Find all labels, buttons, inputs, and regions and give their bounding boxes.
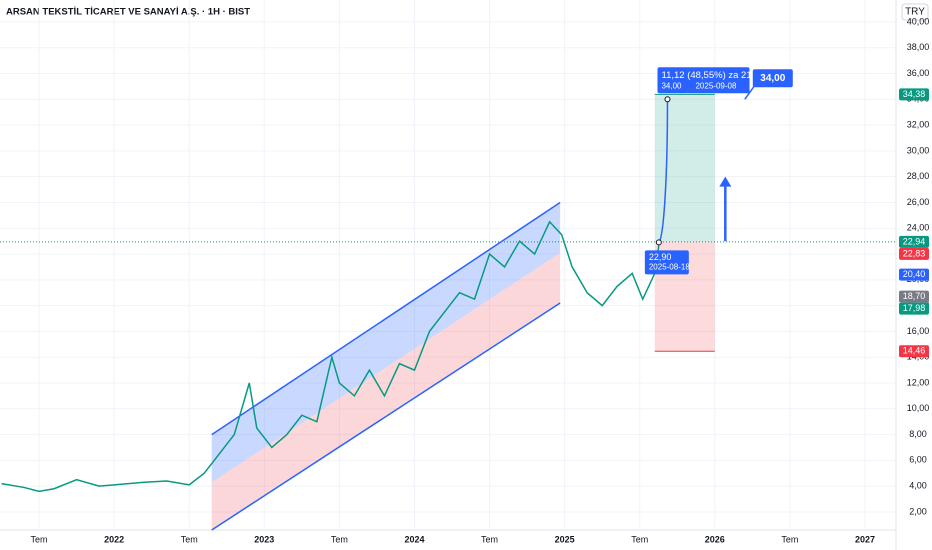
y-tick-label: 2,00 <box>909 506 927 516</box>
x-tick-label: 2023 <box>254 534 274 544</box>
y-tick-label: 30,00 <box>907 145 930 155</box>
currency-box[interactable] <box>901 3 929 21</box>
y-tick-label: 32,00 <box>907 119 930 129</box>
y-tick-label: 26,00 <box>907 197 930 207</box>
price-line-series <box>1 220 660 493</box>
y-tick-label: 24,00 <box>907 223 930 233</box>
projection-curve <box>658 99 669 243</box>
x-tick-label: Tem <box>631 534 648 544</box>
y-tick-label: 12,00 <box>907 377 930 387</box>
price-label-box <box>899 290 929 303</box>
y-tick-label: 40,00 <box>907 16 930 26</box>
projection-to-box <box>657 67 750 94</box>
target-zone <box>654 94 715 242</box>
arrow-head <box>719 176 732 187</box>
x-tick-label: Tem <box>181 534 198 544</box>
price-label: 22,94 <box>903 236 926 246</box>
y-tick-label: 10,00 <box>907 403 930 413</box>
callout-label: 34,00 <box>760 73 785 84</box>
x-tick-label: 2027 <box>855 534 875 544</box>
y-tick-label: 38,00 <box>907 42 930 52</box>
x-tick-label: 2022 <box>104 534 124 544</box>
y-tick-label: 36,00 <box>907 68 930 78</box>
price-label-box <box>899 302 929 315</box>
y-tick-label: 28,00 <box>907 171 930 181</box>
callout-box <box>752 69 793 88</box>
x-tick-label: 2024 <box>404 534 424 544</box>
x-tick-label: Tem <box>781 534 798 544</box>
price-label-box <box>899 235 929 248</box>
price-label: 18,70 <box>903 291 926 301</box>
channel-upper <box>211 201 561 436</box>
currency[interactable]: TRY <box>905 7 925 18</box>
projection-point <box>664 96 671 103</box>
y-tick-label: 6,00 <box>909 455 927 465</box>
price-label: 14,46 <box>903 346 926 356</box>
y-tick-label: 4,00 <box>909 481 927 491</box>
projection-change: 11,12 (48,55%) za 21g <box>661 70 756 81</box>
channel-upper-half <box>211 202 561 483</box>
price-label-box <box>899 247 929 260</box>
projection-from-date: 2025-08-18 <box>649 263 690 272</box>
projection-to-value: 34,00 <box>661 81 682 90</box>
x-tick-label: Tem <box>31 534 48 544</box>
price-label-box <box>899 345 929 358</box>
price-label: 22,83 <box>903 248 926 258</box>
price-label-box <box>899 268 929 281</box>
y-tick-label: 8,00 <box>909 429 927 439</box>
x-tick-label: Tem <box>331 534 348 544</box>
y-tick-label: 16,00 <box>907 326 930 336</box>
callout-pointer <box>744 84 756 100</box>
channel-lower <box>211 302 561 531</box>
price-label: 34,38 <box>903 89 926 99</box>
chart-title: ARSAN TEKSTİL TİCARET VE SANAYİ A.Ş. · 1… <box>6 7 250 18</box>
x-tick-label: Tem <box>481 534 498 544</box>
projection-to-date: 2025-09-08 <box>695 81 736 90</box>
price-label: 20,40 <box>903 269 926 279</box>
price-label: 17,98 <box>903 303 926 313</box>
price-label-box <box>899 88 929 101</box>
projection-point <box>655 239 662 246</box>
projection-from-value: 22,90 <box>649 252 672 262</box>
x-tick-label: 2026 <box>705 534 725 544</box>
x-tick-label: 2025 <box>555 534 575 544</box>
projection-from-box <box>644 250 689 275</box>
